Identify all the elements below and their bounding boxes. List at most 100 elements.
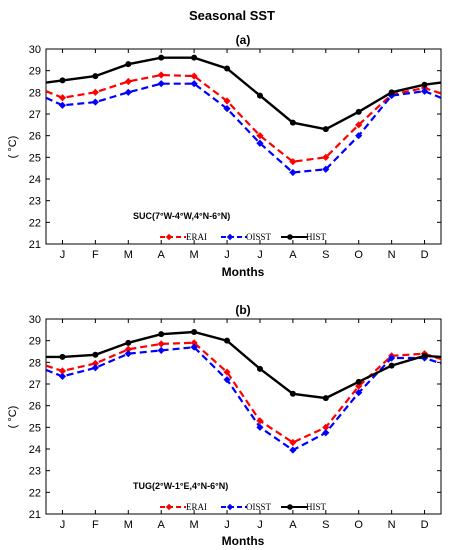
panel-b-erai-point <box>289 438 297 447</box>
panel-b-x-tick-label: S <box>322 519 329 531</box>
panel-b-oisst-point <box>124 350 132 358</box>
panel-a-hist-point <box>355 108 362 115</box>
panel-a-erai-point <box>157 71 165 79</box>
panel-a-legend-hist-marker <box>287 234 293 240</box>
panel-a-erai-line <box>46 73 441 163</box>
panel-b-hist-point <box>256 365 263 372</box>
panel-b-hist-point <box>388 362 395 369</box>
panel-b: (b) TUG(2°W-1°E,4°N-6°N) Months ( °C) 21… <box>7 303 442 548</box>
panel-b-oisst-point <box>256 423 264 431</box>
panel-b-oisst-point <box>223 376 231 384</box>
panel-b-legend-erai-label: ERAI <box>186 502 207 512</box>
panel-b-legend-oisst: OISST <box>221 502 272 512</box>
panel-a-series-oisst <box>46 80 441 177</box>
panel-a-legend-erai-label: ERAI <box>186 232 207 242</box>
panel-a-y-tick-label: 27 <box>29 109 41 121</box>
panel-a-erai-point <box>91 88 99 96</box>
panel-a-x-tick-label: N <box>388 249 396 261</box>
panel-a-hist-point <box>125 61 132 68</box>
panel-b-oisst-point <box>322 429 330 437</box>
panel-a-x-tick-label: J <box>257 249 263 261</box>
panel-a-legend-oisst-marker <box>226 233 234 241</box>
panel-b-y-tick-label: 27 <box>29 379 41 391</box>
panel-a-x-tick-label: S <box>322 249 329 261</box>
panel-b-hist-point <box>355 378 362 385</box>
panel-b-erai-point <box>322 423 330 431</box>
panel-a-series-hist <box>46 54 441 133</box>
panel-a-oisst-point <box>256 139 264 147</box>
panel-a-label: (a) <box>236 33 251 47</box>
panel-b-erai-point <box>223 368 231 376</box>
panel-b-y-axis-label: ( °C) <box>7 406 19 429</box>
panel-a-x-tick-label: F <box>92 249 99 261</box>
panel-b-label: (b) <box>235 303 250 317</box>
panel-a-x-tick-label: A <box>289 249 297 261</box>
panel-a: (a) SUC(7°W-4°W,4°N-6°N) Months ( °C) 21… <box>7 33 442 279</box>
panel-b-y-tick-label: 23 <box>29 466 41 478</box>
panel-a-x-tick-label: D <box>421 249 429 261</box>
panel-a-legend-oisst: OISST <box>221 232 272 242</box>
panel-b-legend-hist-marker <box>287 504 293 510</box>
panel-a-x-tick-label: A <box>158 249 166 261</box>
panel-a-erai-point <box>289 158 297 166</box>
panel-a-oisst-point <box>91 98 99 106</box>
panel-b-x-tick-label: O <box>354 519 363 531</box>
panel-a-legend-erai: ERAI <box>160 232 207 242</box>
panel-b-x-tick-label: A <box>158 519 166 531</box>
panel-b-x-tick-label: M <box>190 519 199 531</box>
panel-a-hist-point <box>92 73 99 80</box>
panel-b-hist-point <box>59 353 66 360</box>
panel-a-hist-point <box>191 54 198 61</box>
panel-a-axes-frame <box>45 48 442 245</box>
panel-b-x-tick-label: M <box>124 519 133 531</box>
panel-b-x-tick-label: J <box>60 519 66 531</box>
panel-a-hist-point <box>322 126 329 133</box>
panel-b-series-hist <box>46 329 441 402</box>
panel-b-y-tick-label: 30 <box>29 314 41 326</box>
panel-a-x-tick-label: M <box>190 249 199 261</box>
panel-a-y-tick-label: 23 <box>29 196 41 208</box>
panel-b-erai-point <box>190 339 198 347</box>
panel-a-oisst-line <box>46 82 441 174</box>
panel-a-erai-point <box>190 72 198 80</box>
panel-a-y-tick-label: 24 <box>29 174 41 186</box>
panel-a-oisst-point <box>322 165 330 173</box>
panel-b-legend-hist: HIST <box>281 502 327 512</box>
panel-a-oisst-point <box>58 101 67 109</box>
panel-a-erai-point <box>223 97 231 105</box>
panel-a-x-tick-label: J <box>60 249 66 261</box>
panel-a-x-tick-label: M <box>124 249 133 261</box>
panel-b-legend-erai: ERAI <box>160 502 207 512</box>
panel-a-erai-point <box>322 153 330 161</box>
panel-b-x-tick-label: D <box>421 519 429 531</box>
panel-b-y-tick-label: 21 <box>29 509 41 521</box>
panel-a-legend-oisst-label: OISST <box>246 232 272 242</box>
panel-b-hist-point <box>224 337 231 344</box>
panel-a-hist-point <box>59 77 66 84</box>
figure-title: Seasonal SST <box>189 8 275 23</box>
panel-b-y-tick-label: 28 <box>29 357 41 369</box>
panel-b-hist-point <box>421 352 428 359</box>
panel-b-x-tick-label: J <box>224 519 230 531</box>
panel-b-oisst-point <box>355 389 363 397</box>
panel-b-erai-point <box>355 382 363 390</box>
panel-a-hist-point <box>256 92 263 99</box>
panel-b-hist-point <box>289 390 296 397</box>
panel-a-hist-point <box>421 81 428 88</box>
panel-b-oisst-point <box>190 343 198 351</box>
panel-b-x-tick-label: A <box>289 519 297 531</box>
panel-a-x-tick-label: J <box>224 249 230 261</box>
panel-b-oisst-point <box>289 446 297 454</box>
panel-b-series-oisst <box>46 343 441 454</box>
panel-a-erai-point <box>124 77 132 86</box>
panel-a-region-annotation: SUC(7°W-4°W,4°N-6°N) <box>133 211 230 221</box>
panel-b-legend-hist-label: HIST <box>306 502 327 512</box>
panel-b-y-tick-label: 29 <box>29 336 41 348</box>
panel-b-oisst-line <box>46 346 441 452</box>
panel-a-y-tick-label: 28 <box>29 87 41 99</box>
panel-a-y-tick-label: 22 <box>29 217 41 229</box>
panel-a-y-tick-label: 25 <box>29 152 41 164</box>
panel-a-hist-point <box>224 65 231 72</box>
panel-b-erai-line <box>46 341 441 444</box>
panel-a-y-tick-label: 30 <box>29 44 41 56</box>
